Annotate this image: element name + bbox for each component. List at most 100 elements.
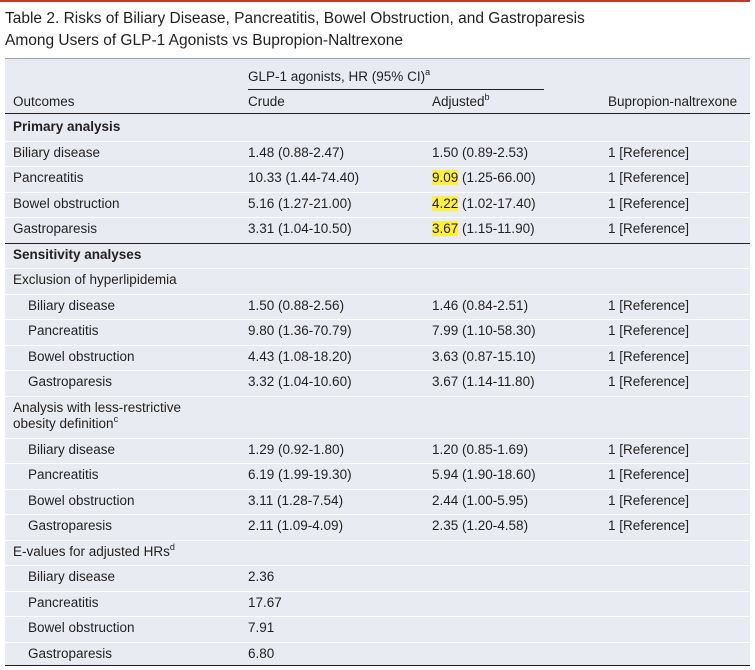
row-divider — [5, 395, 750, 397]
row-label-text: Bowel obstruction — [13, 195, 120, 211]
adjusted-hr-cell: 9.09 (1.25-66.00) — [432, 170, 536, 185]
row-divider — [5, 191, 750, 193]
row-label-text: Primary analysis — [13, 119, 121, 134]
table-row: Gastroparesis 6.80 — [5, 643, 750, 669]
row-label: Bowel obstruction — [28, 349, 135, 365]
row-label: Sensitivity analyses — [13, 247, 141, 263]
adjusted-hr-cell: 7.99 (1.10-58.30) — [432, 323, 536, 338]
row-label-text: Biliary disease — [28, 569, 116, 584]
table-title-line-1: Table 2. Risks of Biliary Disease, Pancr… — [5, 10, 585, 27]
row-label: Analysis with less-restrictive obesity de… — [13, 400, 181, 433]
row-label: Biliary disease — [28, 298, 115, 314]
row-divider — [5, 319, 750, 320]
row-label: Exclusion of hyperlipidemia — [13, 272, 177, 288]
table-row: Biliary disease 2.36 — [5, 566, 750, 592]
table-row: Pancreatitis 6.19 (1.99-19.30) 5.94 (1.90-… — [5, 464, 750, 490]
reference-cell: 1 [Reference] — [608, 170, 690, 185]
subsection-row: Biliary disease 1.48 (0.88-2.47) 1.50 (0.8… — [5, 142, 750, 168]
adjusted-hr-text: 5.94 (1.90-18.60) — [432, 467, 536, 482]
row-divider — [5, 641, 750, 643]
row-label-text: Biliary disease — [28, 441, 116, 457]
crude-hr-cell: 2.36 — [248, 569, 275, 584]
row-label-text: Bowel obstruction — [28, 492, 135, 508]
title-accent-rule — [0, 0, 750, 2]
row-divider — [5, 565, 750, 566]
section-header-row: Primary analysis — [5, 116, 750, 142]
row-label-text: Bowel obstruction — [28, 348, 135, 364]
reference-cell: 1 [Reference] — [608, 467, 690, 482]
adjusted-hr-text: 3.67 (1.14-11.80) — [432, 374, 535, 389]
row-label: Gastroparesis — [13, 221, 97, 237]
adjusted-hr-cell: 2.44 (1.00-5.95) — [432, 493, 528, 508]
crude-hr-cell: 4.43 (1.08-18.20) — [248, 348, 352, 364]
adjusted-hr-text: (1.02-17.40) — [458, 195, 536, 211]
crude-hr-cell: 1.50 (0.88-2.56) — [248, 297, 345, 313]
crude-hr-cell: 6.19 (1.99-19.30) — [248, 467, 352, 482]
row-divider — [5, 166, 750, 167]
row-label: Biliary disease — [13, 145, 100, 161]
table-row: Gastroparesis 2.11 (1.09-4.09) 2.35 (1.20-… — [5, 515, 750, 541]
row-label-text: Pancreatitis — [28, 323, 99, 338]
table-row: Biliary disease 1.29 (0.92-1.80) 1.20 (0.8… — [5, 439, 750, 465]
table-row: Gastroparesis 3.32 (1.04-10.60) 3.67 (1.14… — [5, 371, 750, 397]
adjusted-hr-cell: 1.50 (0.89-2.53) — [432, 145, 528, 160]
reference-cell: 1 [Reference] — [608, 518, 690, 533]
row-label-text: Bowel obstruction — [28, 620, 135, 635]
row-label: Gastroparesis — [28, 374, 112, 390]
adjusted-hr-text: 2.44 (1.00-5.95) — [432, 492, 529, 508]
crude-hr-cell: 17.67 — [248, 594, 282, 610]
subsection-row: Analysis with less-restrictive obesity de… — [5, 397, 750, 439]
row-divider — [5, 268, 750, 269]
row-divider — [5, 370, 750, 371]
adjusted-hr-cell: 3.67 (1.14-11.80) — [432, 374, 535, 389]
adjusted-hr-cell: 4.22 (1.02-17.40) — [432, 195, 536, 211]
crude-hr-cell: 3.31 (1.04-10.50) — [248, 221, 352, 236]
row-label-text: Sensitivity analyses — [13, 246, 142, 262]
adjusted-hr-cell: 3.67 (1.15-11.90) — [432, 221, 535, 236]
adjusted-hr-text: 3.63 (0.87-15.10) — [432, 348, 536, 364]
col-header-crude: Crude — [248, 94, 285, 109]
row-label: Biliary disease — [28, 569, 115, 585]
section-header-row: Sensitivity analyses — [5, 244, 750, 270]
adjusted-hr-cell: 3.63 (0.87-15.10) — [432, 349, 536, 364]
row-label: Pancreatitis — [28, 595, 99, 611]
crude-hr-cell: 1.48 (0.88-2.47) — [248, 144, 345, 160]
row-label: Gastroparesis — [28, 646, 112, 662]
subsection-row: E-values for adjusted HRsd — [5, 541, 750, 567]
crude-hr-cell: 3.11 (1.28-7.54) — [248, 492, 344, 508]
crude-hr-cell: 6.80 — [248, 645, 275, 661]
crude-hr-cell: 2.11 (1.09-4.09) — [248, 518, 344, 533]
table-row: Bowel obstruction 3.11 (1.28-7.54) 2.44 (1… — [5, 490, 750, 516]
row-label: Pancreatitis — [28, 467, 99, 483]
table-row: Pancreatitis 9.80 (1.36-70.79) 7.99 (1.10-… — [5, 320, 750, 346]
row-label-text: Biliary disease — [28, 297, 116, 313]
footnote-marker: d — [169, 541, 175, 552]
row-label-text-2: obesity definition — [13, 415, 114, 431]
row-label: E-values for adjusted HRsd — [13, 541, 175, 561]
subsection-row: Gastroparesis 3.31 (1.04-10.50) 3.67 (1.15… — [5, 218, 750, 244]
row-label: Biliary disease — [28, 442, 115, 458]
row-divider — [5, 437, 750, 439]
row-label-text: E-values for adjusted HRs — [13, 543, 170, 559]
table-row: Pancreatitis 17.67 — [5, 592, 750, 618]
highlighted-value: 4.22 — [432, 195, 459, 211]
row-label: Gastroparesis — [28, 518, 112, 534]
subsection-row: Pancreatitis 10.33 (1.44-74.40) 9.09 (1.25… — [5, 167, 750, 193]
reference-cell: 1 [Reference] — [608, 441, 690, 457]
adjusted-hr-text: (1.15-11.90) — [458, 221, 535, 236]
table-row: Biliary disease 1.50 (0.88-2.56) 1.46 (0.8… — [5, 295, 750, 321]
reference-cell: 1 [Reference] — [608, 297, 690, 313]
row-divider — [5, 514, 750, 515]
row-label-text: Exclusion of hyperlipidemia — [13, 272, 177, 287]
row-label-text: Gastroparesis — [13, 221, 98, 236]
table-title-line-2: Among Users of GLP-1 Agonists vs Bupropi… — [5, 32, 404, 49]
row-divider — [5, 344, 750, 346]
highlighted-value: 9.09 — [432, 170, 459, 185]
row-divider — [5, 488, 750, 490]
reference-cell: 1 [Reference] — [608, 348, 690, 364]
group-header-underline — [248, 89, 544, 90]
row-divider — [5, 293, 750, 295]
crude-hr-cell: 1.29 (0.92-1.80) — [248, 441, 345, 457]
footnote-marker: c — [113, 413, 119, 424]
adjusted-hr-text: 1.20 (0.85-1.69) — [432, 441, 529, 457]
